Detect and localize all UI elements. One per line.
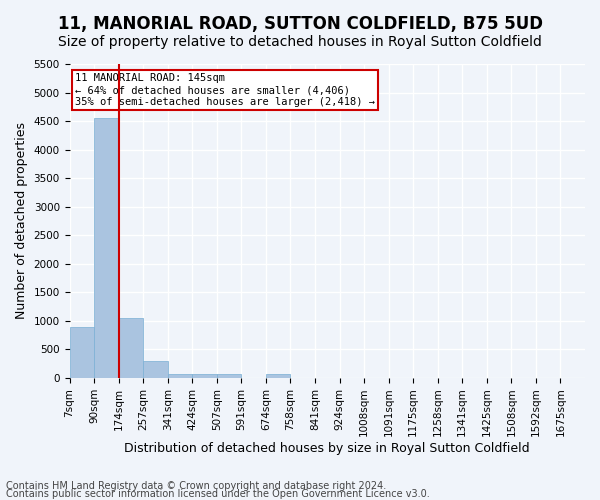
Bar — [217, 374, 241, 378]
Bar — [119, 318, 143, 378]
Bar — [192, 374, 217, 378]
Text: 11, MANORIAL ROAD, SUTTON COLDFIELD, B75 5UD: 11, MANORIAL ROAD, SUTTON COLDFIELD, B75… — [58, 15, 542, 33]
Bar — [168, 374, 192, 378]
Bar — [143, 362, 168, 378]
Bar — [94, 118, 119, 378]
Text: Size of property relative to detached houses in Royal Sutton Coldfield: Size of property relative to detached ho… — [58, 35, 542, 49]
X-axis label: Distribution of detached houses by size in Royal Sutton Coldfield: Distribution of detached houses by size … — [124, 442, 530, 455]
Text: Contains HM Land Registry data © Crown copyright and database right 2024.: Contains HM Land Registry data © Crown c… — [6, 481, 386, 491]
Y-axis label: Number of detached properties: Number of detached properties — [15, 122, 28, 320]
Text: Contains public sector information licensed under the Open Government Licence v3: Contains public sector information licen… — [6, 489, 430, 499]
Text: 11 MANORIAL ROAD: 145sqm
← 64% of detached houses are smaller (4,406)
35% of sem: 11 MANORIAL ROAD: 145sqm ← 64% of detach… — [74, 74, 374, 106]
Bar — [70, 326, 94, 378]
Bar — [266, 374, 290, 378]
